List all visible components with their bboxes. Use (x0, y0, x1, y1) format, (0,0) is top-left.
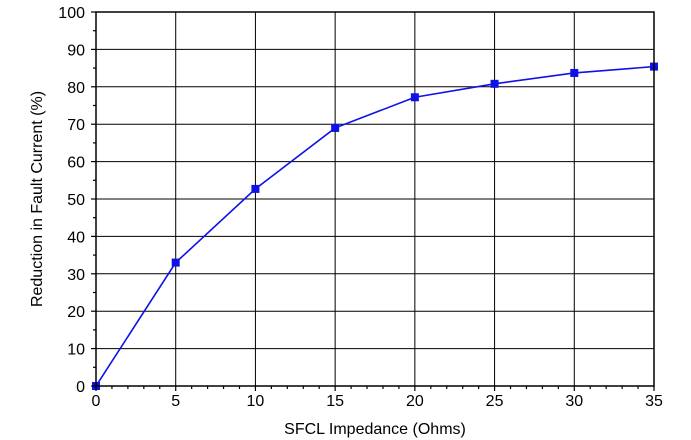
y-tick-label: 10 (67, 342, 85, 359)
x-tick-label: 35 (645, 393, 663, 410)
x-tick-label: 0 (92, 393, 101, 410)
y-tick-label: 40 (67, 229, 85, 246)
x-tick-label: 25 (486, 393, 504, 410)
y-tick-label: 30 (67, 267, 85, 284)
y-tick-label: 100 (58, 5, 85, 22)
x-axis-title: SFCL Impedance (Ohms) (284, 421, 466, 438)
y-tick-label: 60 (67, 155, 85, 172)
data-point (171, 258, 180, 267)
series-line (95, 65, 655, 387)
x-tick-label: 20 (406, 393, 424, 410)
data-point (251, 184, 260, 193)
data-point (331, 123, 340, 132)
y-tick-label: 0 (76, 379, 85, 396)
y-tick-label: 90 (67, 42, 85, 59)
tick-labels: 0 5 10 15 20 25 30 35 0 10 20 30 40 50 60 70 80 90 100 (58, 5, 663, 410)
x-tick-label: 30 (565, 393, 583, 410)
y-tick-label: 50 (67, 192, 85, 209)
data-point (570, 68, 579, 77)
y-axis-title: Reduction in Fault Current (%) (29, 91, 46, 307)
x-tick-label: 5 (171, 393, 180, 410)
y-tick-label: 20 (67, 304, 85, 321)
data-point (410, 93, 419, 102)
series-layer (92, 62, 658, 390)
plot-frame (91, 11, 655, 391)
data-point (490, 79, 499, 88)
y-tick-label: 80 (67, 80, 85, 97)
y-tick-label: 70 (67, 117, 85, 134)
plot-border (95, 11, 655, 387)
x-tick-label: 10 (247, 393, 265, 410)
x-tick-label: 15 (326, 393, 344, 410)
grid (96, 12, 654, 386)
